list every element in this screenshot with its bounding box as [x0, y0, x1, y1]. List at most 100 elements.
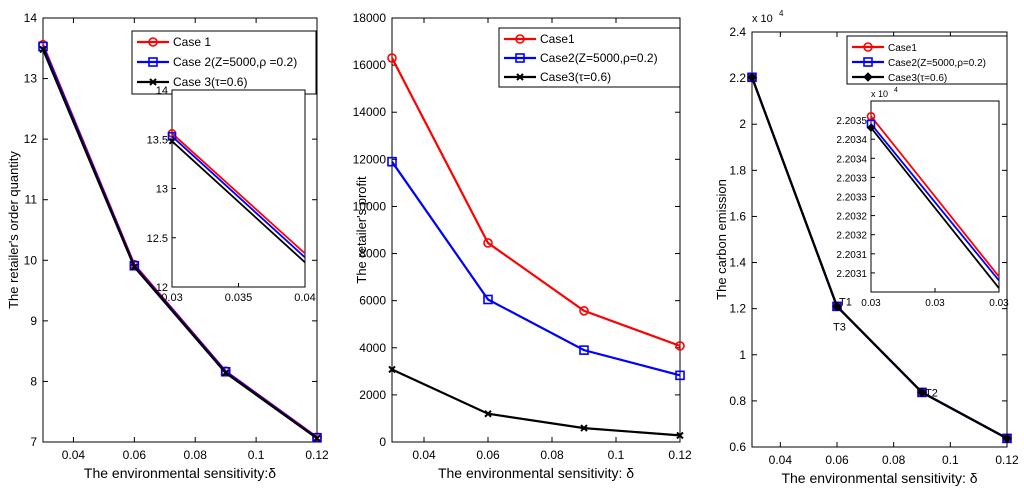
- y-axis-label: The carbon emission: [714, 179, 729, 300]
- x-tick-label: 0.1: [608, 448, 625, 462]
- inset-x-tick-label: 0.04: [294, 292, 315, 304]
- data-point: [917, 387, 927, 398]
- data-point: [129, 260, 140, 271]
- data-point: [676, 431, 684, 440]
- y-tick-label: 18000: [353, 11, 387, 25]
- data-point: [313, 434, 321, 443]
- inset-x-tick-label: 0.03: [925, 298, 945, 309]
- x-tick-label: 0.12: [995, 453, 1019, 467]
- x-tick-label: 0.12: [305, 448, 329, 462]
- data-point: [388, 365, 396, 374]
- y-tick-label: 12000: [353, 152, 387, 166]
- legend-label: Case3(τ=0.6): [888, 73, 947, 84]
- chart-3: 0.04 0.06 0.08 0.1 0.12 0.6 0.8 1 1.2 1.4 1.6 1.8 2 2…: [714, 9, 1019, 486]
- series-line-2: [391, 161, 681, 377]
- legend-marker: [148, 37, 158, 47]
- point-annotation: T2: [925, 387, 938, 399]
- data-point: [580, 424, 588, 432]
- inset-x-tick-label: 0.035: [225, 292, 253, 304]
- data-point: [130, 263, 139, 271]
- legend-marker: [863, 57, 873, 67]
- y-tick-label: 8: [30, 374, 37, 388]
- y-axis-label: The retailer's profit: [354, 176, 369, 284]
- inset-y-tick-label: 2.2033: [836, 173, 867, 184]
- data-point: [387, 156, 397, 167]
- y-tick-label: 12: [24, 132, 38, 146]
- x-tick-label: 0.1: [942, 453, 959, 467]
- inset-y-tick-label: 13.5: [147, 134, 168, 146]
- inset-y-tick-label: 13: [156, 184, 168, 196]
- inset-x-tick-label: 0.03: [989, 298, 1009, 309]
- legend-marker: [863, 42, 873, 52]
- x-axis-label: The environmental sensitivity:δ: [84, 465, 276, 481]
- y-tick-label: 1: [739, 348, 746, 362]
- inset-series-line-1: [870, 115, 1000, 278]
- inset-chart: 0.03 0.035 0.04 12 12.5 13 13.5 14: [147, 85, 316, 304]
- legend-label: Case1: [888, 43, 917, 54]
- series-line-3: [41, 49, 318, 440]
- inset-chart: 0.03 0.03 0.03 2.2031 2.2031 2.2032 2.2032 2.20…: [836, 87, 1009, 309]
- y-tick-label: 0.8: [729, 394, 746, 408]
- inset-y-tick-label: 2.2033: [836, 193, 867, 204]
- legend-label: Case2(Z=5000,ρ=0.2): [888, 58, 986, 69]
- inset-y-tick-label: 2.2035: [836, 116, 867, 127]
- legend-marker: [148, 57, 158, 67]
- x-tick-label: 0.08: [540, 448, 564, 462]
- series-line-3: [750, 76, 1008, 440]
- inset-y-tick-label: 2.2032: [836, 212, 867, 223]
- y-tick-label: 14: [24, 11, 38, 25]
- data-point: [747, 72, 757, 83]
- y-multiplier-exponent: 4: [779, 9, 784, 18]
- y-tick-label: 13: [24, 72, 38, 86]
- y-tick-label: 9: [30, 314, 37, 328]
- inset-series-line-2: [870, 123, 1000, 282]
- y-tick-label: 16000: [353, 58, 387, 72]
- inset-x-tick-label: 0.03: [161, 292, 182, 304]
- y-multiplier: x 10: [752, 13, 773, 25]
- chart-1: 0.04 0.06 0.08 0.1 0.12 7 8 9 10 11 12 13 14 The envi…: [6, 11, 329, 481]
- y-tick-label: 7: [30, 435, 37, 449]
- data-point: [484, 410, 492, 418]
- y-tick-label: 1.6: [729, 209, 746, 223]
- inset-x-tick-label: 0.03: [861, 298, 881, 309]
- x-tick-label: 0.08: [184, 448, 208, 462]
- x-tick-label: 0.04: [62, 448, 86, 462]
- y-tick-label: 2: [739, 117, 746, 131]
- inset-y-tick-label: 2.2031: [836, 269, 867, 280]
- inset-y-multiplier-exponent: 4: [894, 87, 898, 94]
- legend-marker: [515, 53, 525, 63]
- y-tick-label: 1.2: [729, 302, 746, 316]
- y-tick-label: 0: [379, 435, 386, 449]
- legend-label: Case 1: [173, 35, 211, 49]
- series-line-1: [391, 57, 681, 347]
- legend-marker: [149, 78, 157, 86]
- inset-y-tick-label: 2.2034: [836, 154, 867, 165]
- inset-y-multiplier: x 10: [871, 89, 888, 99]
- y-tick-label: 1.8: [729, 163, 746, 177]
- data-point: [832, 301, 842, 312]
- data-point: [483, 238, 493, 248]
- series-line-3: [391, 368, 681, 437]
- legend-marker: [863, 72, 873, 82]
- inset-data-point: [167, 131, 177, 141]
- data-point: [39, 45, 47, 54]
- y-tick-label: 6000: [359, 294, 386, 308]
- legend-marker: [516, 73, 524, 81]
- chart-2: 0.04 0.06 0.08 0.1 0.12 0 2000 4000 6000 8000 1000…: [353, 11, 692, 481]
- legend-label: Case2(Z=5000,ρ=0.2): [540, 51, 658, 65]
- inset-y-tick-label: 12: [156, 282, 168, 294]
- x-tick-label: 0.06: [476, 448, 500, 462]
- data-point: [579, 305, 589, 316]
- y-tick-label: 10: [24, 253, 38, 267]
- y-tick-label: 11: [25, 193, 38, 207]
- inset-series-line-1: [171, 132, 306, 255]
- point-annotation: T3: [833, 321, 846, 333]
- y-tick-label: 2.2: [729, 71, 746, 85]
- y-tick-label: 2.4: [729, 25, 746, 39]
- inset-series-line-3: [171, 140, 306, 264]
- x-tick-label: 0.06: [123, 448, 147, 462]
- point-annotation: T1: [839, 296, 852, 308]
- inset-series-line-2: [171, 135, 306, 259]
- legend-label: Case1: [540, 32, 575, 46]
